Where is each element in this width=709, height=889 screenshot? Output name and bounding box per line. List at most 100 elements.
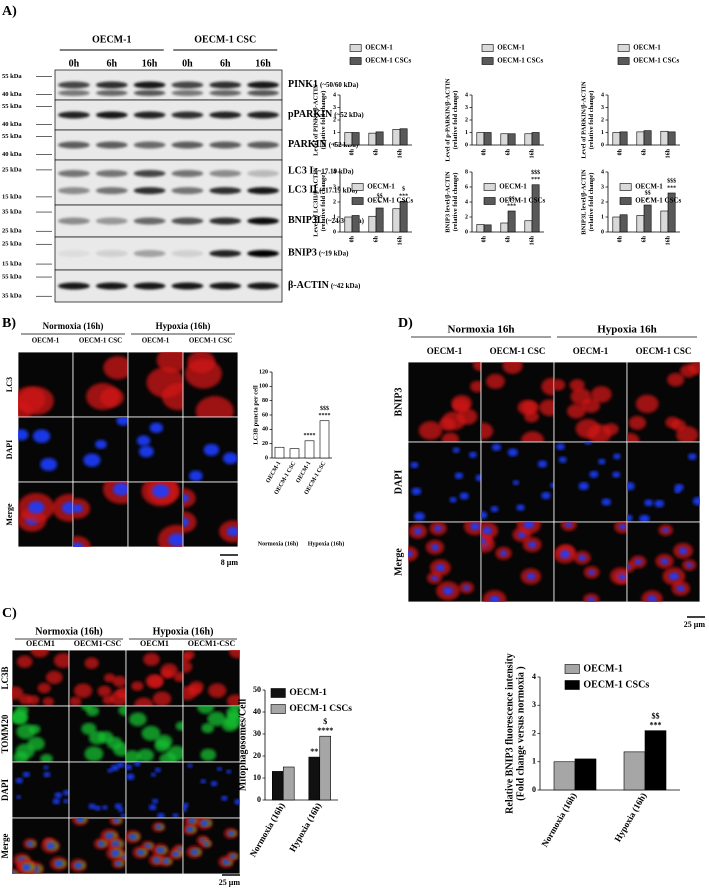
protein-name: β-ACTIN [288, 280, 330, 291]
blot-group: OECM-1 CSC [194, 34, 256, 45]
y-axis-label: (Fold change versus normoxia ) [515, 666, 526, 800]
nucleus [491, 443, 502, 451]
cell-body [418, 421, 443, 440]
legend-swatch [481, 44, 494, 52]
nucleus [120, 813, 126, 818]
blot-band [171, 90, 204, 96]
blot-group: OECM-1 [92, 34, 131, 45]
blot-band [247, 90, 279, 96]
bar [476, 132, 485, 146]
cell-body [187, 352, 216, 374]
cell-body [470, 380, 481, 393]
y-tick-label: 4 [465, 199, 468, 205]
y-tick-label: 3 [601, 105, 604, 111]
micrograph [182, 761, 241, 819]
blot-band [133, 90, 166, 96]
nucleus [12, 871, 16, 874]
blot-band [171, 81, 204, 89]
cell-label: OECM-1 [32, 337, 60, 345]
legend-swatch [617, 44, 630, 52]
y-tick-label: 60 [262, 412, 268, 418]
nucleus [62, 789, 69, 796]
y-tick-label: 120 [259, 369, 268, 375]
cell-body [161, 383, 183, 411]
cell-body [103, 356, 128, 380]
micrograph [480, 441, 555, 523]
cell-body [441, 432, 459, 442]
nucleus [449, 496, 457, 503]
micrograph [127, 351, 184, 418]
blot-strip [54, 236, 283, 271]
bar [623, 751, 646, 791]
y-tick-label: 4 [601, 169, 604, 175]
cells [69, 657, 126, 706]
protein-size: (~17.19 kDa) [319, 186, 358, 194]
cell-body [15, 706, 29, 716]
blot-band [95, 170, 128, 177]
bar [483, 132, 492, 146]
size-marker: 15 kDa [2, 261, 22, 268]
cells [627, 362, 700, 442]
cell-label: OECM1 [140, 639, 169, 648]
nucleus [156, 847, 164, 853]
nucleus [523, 522, 535, 529]
protein-name: LC3 II [288, 185, 317, 196]
nucleus [227, 830, 234, 836]
cell-body [116, 687, 126, 699]
blot-band [133, 141, 166, 149]
cells [131, 652, 183, 706]
cell-body [521, 431, 545, 442]
y-tick-label: 3 [333, 184, 336, 190]
cell-body [53, 652, 69, 669]
nucleus [216, 766, 223, 772]
nucleus [126, 764, 133, 771]
x-tick-label: Normoxia (16h) [248, 801, 287, 859]
micrograph [125, 817, 184, 875]
y-axis-label: Relative BNIP3 fluorescence intensity [504, 653, 515, 814]
cell-body [99, 387, 124, 407]
cells [83, 417, 128, 467]
cell-label: OECM-1 CSC [79, 337, 122, 345]
protein-name: pPARKIN [288, 109, 333, 120]
micrograph [626, 361, 701, 443]
micrograph [11, 705, 70, 763]
nucleus [54, 792, 63, 799]
cells [183, 818, 239, 868]
cell-body [30, 650, 50, 658]
bar [319, 420, 330, 459]
condition-label: Hypoxia 16h [597, 324, 657, 336]
blot-time: 0h [182, 58, 193, 69]
cell-body [197, 706, 214, 714]
x-tick-label: 16h [397, 148, 403, 158]
blot-band [171, 187, 204, 195]
legend-swatch [349, 44, 362, 52]
micrograph [68, 649, 127, 707]
cells [197, 706, 240, 762]
blot-time: 6h [106, 58, 117, 69]
nucleus [83, 453, 101, 467]
y-tick-label: 0 [265, 455, 268, 461]
micrograph [127, 481, 184, 548]
y-axis-label: Level of PARKIN/β-ACTIN [580, 81, 587, 159]
blot-band [209, 250, 242, 257]
micrograph [553, 521, 628, 603]
nucleus [114, 803, 123, 810]
x-tick-label: Normoxia (16h) [539, 791, 578, 849]
nucleus [430, 544, 440, 551]
cell-body [183, 660, 193, 673]
cell-body [688, 362, 700, 375]
cells [188, 443, 238, 482]
nucleus [408, 550, 414, 558]
y-tick-label: 40 [262, 427, 268, 433]
nucleus [627, 481, 635, 491]
bar [643, 130, 652, 146]
nucleus [15, 777, 24, 784]
micrograph [182, 351, 239, 418]
nucleus [172, 813, 179, 818]
x-tick-label: 6h [373, 148, 379, 155]
bar [612, 132, 621, 146]
nucleus [634, 558, 642, 565]
bar [667, 131, 676, 146]
cell-body [126, 750, 141, 762]
